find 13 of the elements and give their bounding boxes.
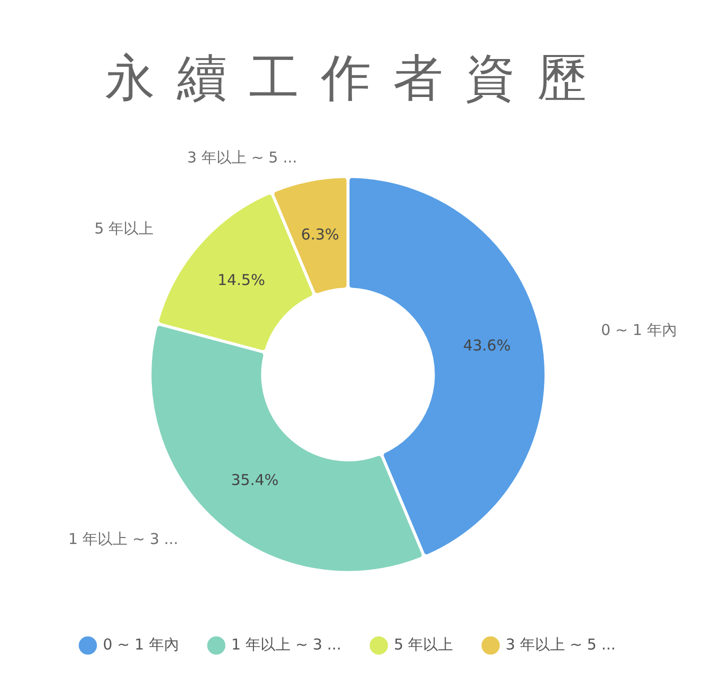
legend-label: 1 年以上 ~ 3 ...: [231, 635, 342, 654]
data-label: 14.5%: [217, 271, 266, 290]
legend-label: 3 年以上 ~ 5 ...: [506, 635, 616, 654]
legend-label: 0 ~ 1 年內: [102, 635, 179, 654]
slice-label: 1 年以上 ~ 3 ...: [68, 530, 178, 548]
slice-label: 0 ~ 1 年內: [600, 321, 677, 340]
data-label: 35.4%: [231, 471, 279, 490]
slice-label: 3 年以上 ~ 5 ...: [187, 148, 298, 167]
slice-label: 5 年以上: [94, 220, 154, 238]
data-label: 6.3%: [301, 225, 340, 244]
chart-title: 永續工作者資歷: [104, 48, 610, 109]
legend-label: 5 年以上: [394, 635, 454, 654]
data-label: 43.6%: [463, 336, 511, 354]
